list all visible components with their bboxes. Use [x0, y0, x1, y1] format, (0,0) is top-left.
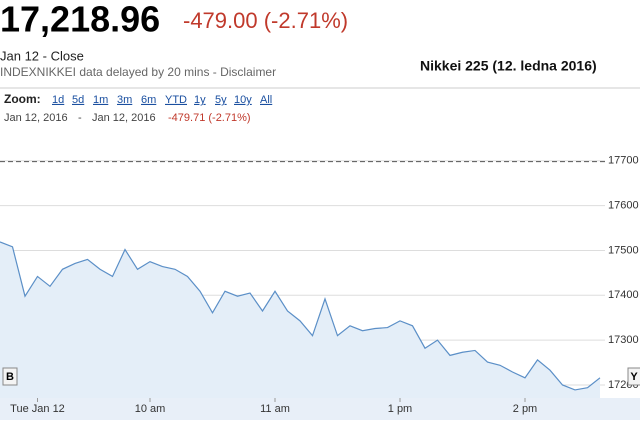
zoom-option[interactable]: 6m	[141, 94, 156, 106]
x-tick-label: Tue Jan 12	[10, 403, 65, 415]
y-tick-label: 17600	[608, 199, 639, 211]
x-axis-band	[0, 398, 640, 420]
range-change: -479.71 (-2.71%)	[168, 112, 251, 124]
source: INDEXNIKKEI data delayed by 20 mins - Di…	[0, 65, 276, 79]
y-tick-label: 17700	[608, 155, 639, 167]
y-tick-label: 17500	[608, 244, 639, 256]
annotation: B	[6, 371, 14, 383]
price-line	[0, 241, 601, 391]
annotation-box	[2, 367, 18, 386]
range-start: Jan 12, 2016	[4, 112, 68, 124]
zoom-option[interactable]: YTD	[165, 94, 187, 106]
x-tick-label: 2 pm	[513, 403, 537, 415]
y-tick-label: 17300	[608, 334, 639, 346]
y-tick-label: 17400	[608, 289, 639, 301]
zoom-option[interactable]: 1d	[52, 94, 64, 106]
range-end: Jan 12, 2016	[92, 112, 156, 124]
zoom-label: Zoom:	[4, 92, 41, 106]
price: 17,218.96	[0, 0, 160, 40]
zoom-option[interactable]: 5y	[215, 94, 227, 106]
price-change: -479.00 (-2.71%)	[183, 8, 348, 33]
chart-title: Nikkei 225 (12. ledna 2016)	[420, 58, 597, 74]
range-separator: -	[78, 112, 82, 124]
x-tick-label: 1 pm	[388, 403, 412, 415]
status: Jan 12 - Close	[0, 48, 84, 63]
zoom-option[interactable]: 1m	[93, 94, 108, 106]
zoom-option[interactable]: 1y	[194, 94, 206, 106]
zoom-option[interactable]: 10y	[234, 94, 252, 106]
zoom-option[interactable]: 3m	[117, 94, 132, 106]
area-fill	[0, 241, 600, 398]
annotation: Y	[630, 371, 638, 383]
annotation-box	[627, 367, 640, 386]
x-tick-label: 11 am	[260, 403, 290, 415]
zoom-option[interactable]: All	[260, 94, 272, 106]
x-tick-label: 10 am	[135, 403, 166, 415]
zoom-option[interactable]: 5d	[72, 94, 84, 106]
